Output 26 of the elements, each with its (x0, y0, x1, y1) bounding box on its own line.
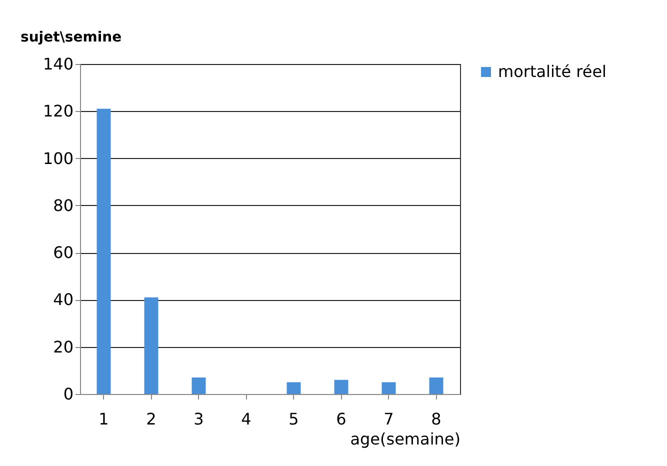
y-tick-label: 100 (42, 148, 74, 168)
y-tick-label: 80 (53, 196, 74, 215)
x-axis-title: age(semaine) (350, 430, 460, 448)
x-tick-label: 4 (241, 410, 252, 428)
x-tick-label: 5 (288, 410, 299, 428)
bar (429, 378, 444, 394)
bar (382, 382, 396, 394)
x-tick-label: 1 (98, 410, 109, 428)
x-tick-label: 6 (336, 410, 346, 428)
y-tick-label: 60 (53, 243, 74, 262)
y-tick-label: 140 (42, 54, 74, 74)
bar (286, 382, 301, 394)
legend-label: mortalité réel (498, 62, 606, 81)
bar (192, 378, 206, 394)
y-tick-label: 0 (63, 384, 74, 404)
y-tick-label: 120 (42, 102, 74, 121)
bar (144, 297, 158, 394)
x-tick-label: 7 (384, 410, 394, 428)
x-tick-label: 2 (146, 410, 156, 428)
x-tick-label: 3 (194, 410, 204, 428)
y-axis-title: sujet\semine (20, 30, 122, 46)
x-tick-label: 8 (431, 410, 442, 428)
y-tick-label: 20 (53, 337, 74, 356)
y-tick-label: 40 (53, 290, 74, 310)
bar (334, 380, 348, 394)
bar (96, 108, 111, 394)
